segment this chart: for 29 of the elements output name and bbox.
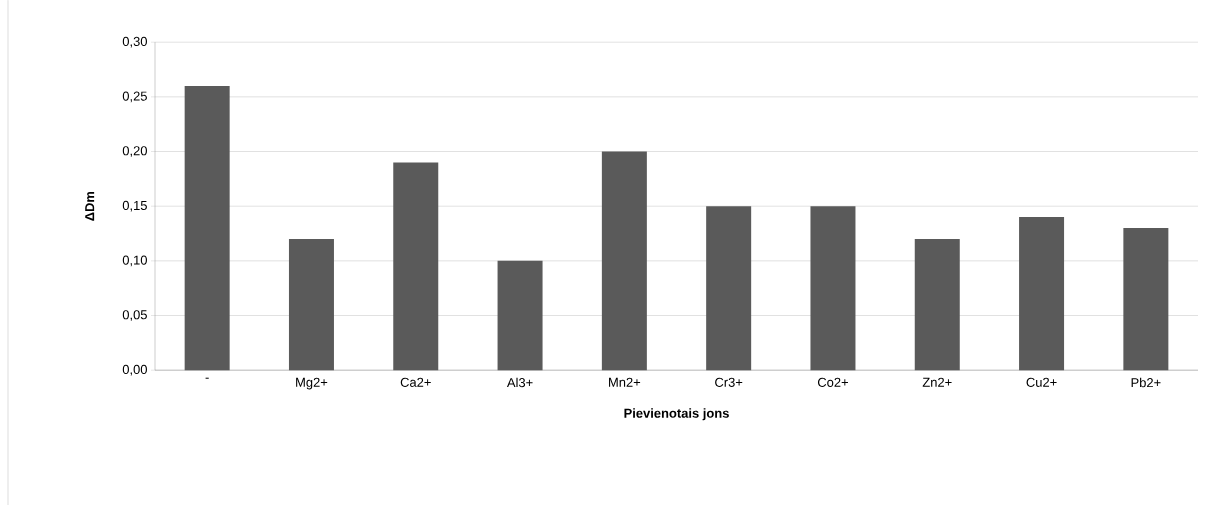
bar xyxy=(706,206,752,370)
y-tick-label: 0,20 xyxy=(122,145,147,157)
x-tick-label: Cu2+ xyxy=(1026,377,1057,387)
x-tick-label: Zn2+ xyxy=(922,377,952,387)
y-tick-label: 0,15 xyxy=(122,200,147,212)
bar xyxy=(184,85,230,370)
bar xyxy=(1019,216,1065,370)
x-tick-label: Cr3+ xyxy=(715,377,743,387)
x-tick-label: Ca2+ xyxy=(400,377,431,387)
y-tick-label: 0,00 xyxy=(122,364,147,376)
x-tick-label: - xyxy=(205,377,209,379)
y-tick-label: 0,25 xyxy=(122,91,147,103)
y-tick-label: 0,30 xyxy=(122,36,147,48)
x-tick-label: Mg2+ xyxy=(296,377,328,390)
bar xyxy=(810,206,856,370)
bar xyxy=(1123,227,1169,370)
bar xyxy=(914,238,960,370)
bar xyxy=(288,238,334,370)
bar xyxy=(497,260,543,370)
x-tick-label: Co2+ xyxy=(817,377,848,387)
y-axis-title: ΔDm xyxy=(85,191,95,221)
y-tick-label: 0,05 xyxy=(122,309,147,321)
bar xyxy=(601,151,647,370)
bar xyxy=(393,162,439,370)
y-tick-label: 0,10 xyxy=(122,255,147,267)
x-axis-title: Pievienotais jons xyxy=(624,408,729,421)
x-tick-label: Pb2+ xyxy=(1131,377,1161,388)
x-tick-label: Al3+ xyxy=(506,377,533,388)
x-tick-label: Mn2+ xyxy=(609,377,641,387)
